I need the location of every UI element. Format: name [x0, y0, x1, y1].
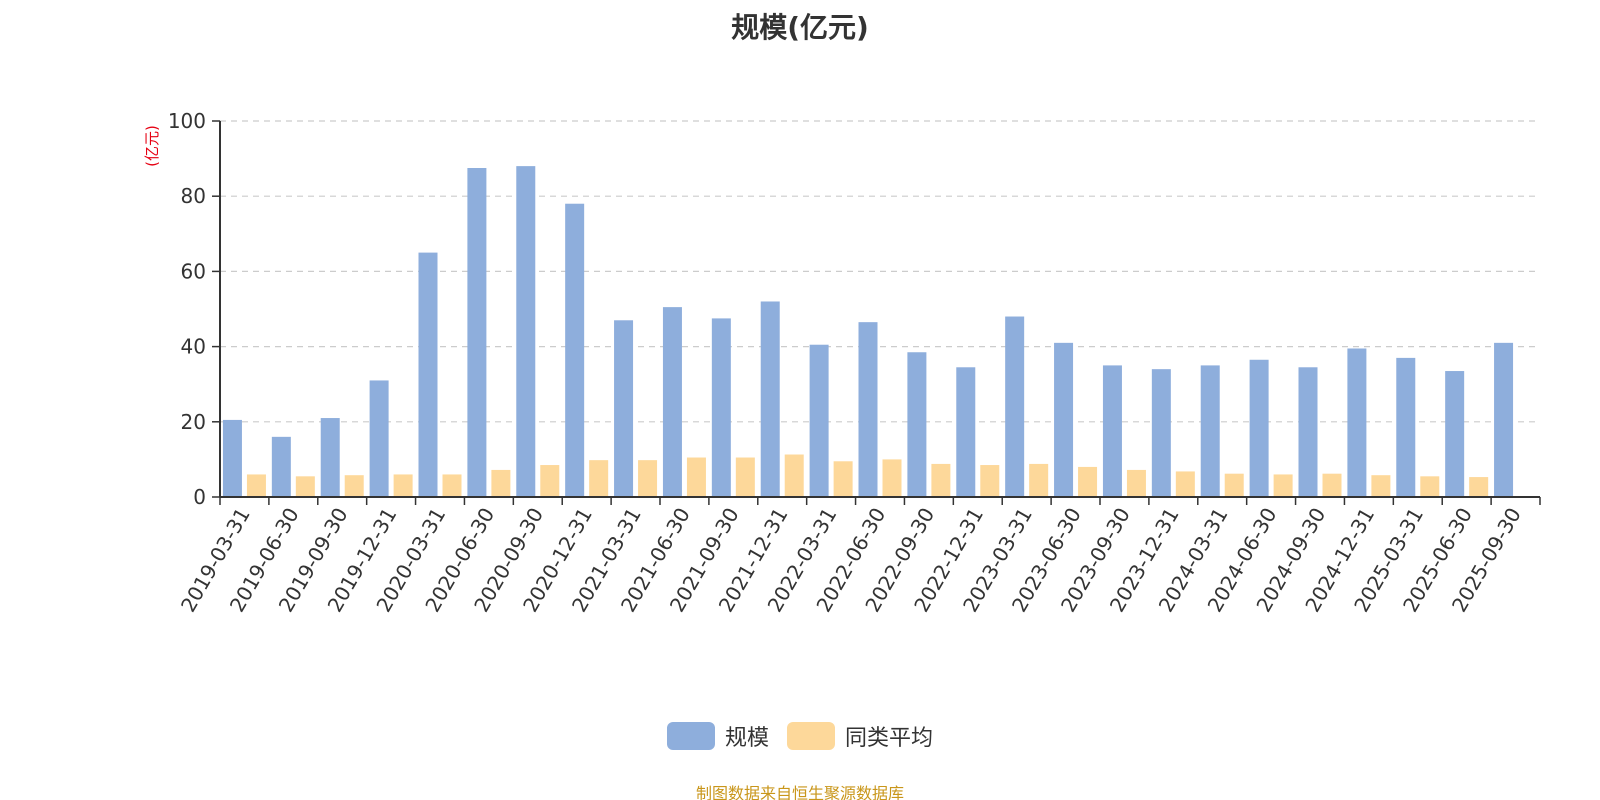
bar-scale[interactable]: [467, 168, 487, 497]
bar-scale[interactable]: [369, 380, 389, 497]
legend-swatch-peer-average: [787, 722, 835, 750]
bar-peer-average[interactable]: [1078, 466, 1098, 497]
bar-peer-average[interactable]: [344, 475, 364, 497]
bar-scale[interactable]: [858, 322, 878, 497]
bar-scale[interactable]: [1347, 348, 1367, 497]
bar-peer-average[interactable]: [295, 476, 315, 497]
bar-peer-average[interactable]: [589, 460, 609, 497]
bar-peer-average[interactable]: [1322, 473, 1342, 497]
bar-scale[interactable]: [1396, 357, 1416, 497]
y-tick-label: 20: [181, 410, 206, 434]
bar-scale[interactable]: [1445, 371, 1465, 497]
bar-peer-average[interactable]: [1469, 477, 1489, 497]
legend-label-scale: 规模: [724, 726, 769, 751]
bar-peer-average[interactable]: [540, 465, 560, 497]
bar-scale[interactable]: [1249, 359, 1269, 497]
bar-scale[interactable]: [516, 166, 536, 497]
bar-peer-average[interactable]: [833, 461, 853, 497]
bar-peer-average[interactable]: [1420, 476, 1440, 497]
legend-item-peer-average[interactable]: 同类平均: [787, 720, 933, 752]
grid-lines: [220, 120, 1540, 423]
bar-scale[interactable]: [809, 344, 829, 497]
y-axis-unit-label: (亿元): [143, 125, 161, 167]
bar-scale[interactable]: [662, 307, 682, 497]
bar-peer-average[interactable]: [1175, 471, 1195, 497]
bar-scale[interactable]: [907, 352, 927, 497]
bar-scale[interactable]: [760, 301, 780, 497]
bar-peer-average[interactable]: [246, 474, 266, 497]
bar-scale[interactable]: [614, 320, 634, 497]
bar-scale[interactable]: [1102, 365, 1122, 497]
y-tick-label: 0: [193, 485, 206, 509]
bar-peer-average[interactable]: [638, 460, 658, 497]
bar-scale[interactable]: [418, 252, 438, 497]
bar-scale[interactable]: [271, 436, 291, 497]
legend-swatch-scale: [666, 722, 715, 750]
bar-peer-average[interactable]: [882, 459, 902, 497]
bar-peer-average[interactable]: [784, 454, 804, 497]
bar-peer-average[interactable]: [980, 465, 1000, 497]
bar-scale[interactable]: [565, 203, 585, 497]
y-tick-label: 80: [181, 184, 206, 208]
y-tick-label: 40: [181, 335, 206, 359]
bar-chart: 0204060801002019-03-312019-06-302019-09-…: [143, 109, 1541, 616]
bar-peer-average[interactable]: [1224, 473, 1244, 497]
bar-scale[interactable]: [711, 318, 731, 497]
legend-label-peer-average: 同类平均: [845, 726, 934, 751]
bar-scale[interactable]: [320, 418, 340, 497]
y-tick-label: 100: [168, 109, 206, 133]
bars: [222, 166, 1514, 497]
axes: 0204060801002019-03-312019-06-302019-09-…: [168, 109, 1541, 616]
bar-peer-average[interactable]: [442, 474, 462, 497]
bar-peer-average[interactable]: [735, 457, 755, 497]
bar-peer-average[interactable]: [1273, 474, 1293, 497]
bar-peer-average[interactable]: [686, 457, 706, 497]
source-note: 制图数据来自恒生聚源数据库: [695, 784, 904, 800]
bar-scale[interactable]: [1054, 342, 1074, 497]
bar-scale[interactable]: [1200, 365, 1220, 497]
bar-scale[interactable]: [1494, 342, 1514, 497]
y-tick-label: 60: [181, 259, 206, 283]
bar-peer-average[interactable]: [1029, 463, 1049, 497]
bar-peer-average[interactable]: [1126, 469, 1146, 497]
bar-scale[interactable]: [1005, 316, 1025, 497]
bar-peer-average[interactable]: [491, 469, 511, 497]
bar-peer-average[interactable]: [931, 463, 951, 497]
bar-scale[interactable]: [1151, 369, 1171, 497]
bar-scale[interactable]: [956, 367, 976, 497]
legend: 规模 同类平均: [0, 720, 1600, 752]
bar-scale[interactable]: [222, 419, 242, 497]
legend-item-scale[interactable]: 规模: [666, 720, 769, 752]
bar-peer-average[interactable]: [1371, 475, 1391, 497]
bar-scale[interactable]: [1298, 367, 1318, 497]
chart-title: 规模(亿元): [731, 11, 869, 44]
bar-peer-average[interactable]: [393, 474, 413, 497]
